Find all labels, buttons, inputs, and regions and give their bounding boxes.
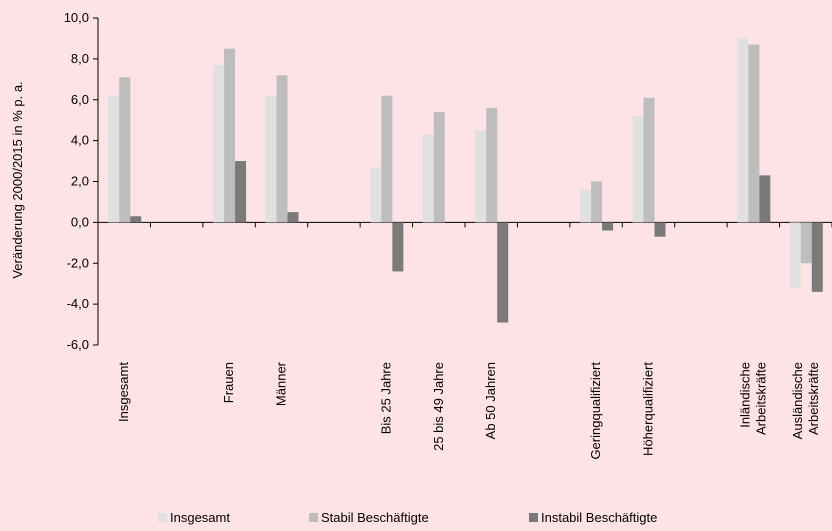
bar xyxy=(287,212,299,223)
category-label: Arbeitskräfte xyxy=(806,362,821,435)
axes: -6,0 -4,0 -2,0 0,0 2,0 4,0 6,0 8,0 10,0 xyxy=(64,10,832,352)
category-label: 25 bis 49 Jahre xyxy=(431,362,446,451)
bar xyxy=(224,48,236,223)
category-label: Männer xyxy=(274,361,289,406)
bar xyxy=(591,181,603,223)
y-tick-label: 2,0 xyxy=(71,174,89,189)
y-tick-label: 6,0 xyxy=(71,92,89,107)
y-tick-label: 0,0 xyxy=(71,214,89,229)
legend-label: Instabil Beschäftigte xyxy=(541,510,657,525)
y-tick-label: 8,0 xyxy=(71,51,89,66)
category-label: Ab 50 Jahren xyxy=(483,362,498,439)
bar xyxy=(759,175,771,223)
bar xyxy=(602,222,614,231)
y-tick-label: -6,0 xyxy=(67,337,89,352)
bars xyxy=(108,38,823,323)
bar xyxy=(800,222,812,264)
y-tick-label: 10,0 xyxy=(64,10,89,25)
bar xyxy=(422,134,434,223)
legend-label: Stabil Beschäftigte xyxy=(321,510,429,525)
bar xyxy=(654,222,666,237)
bar xyxy=(276,75,288,223)
y-tick-label: -2,0 xyxy=(67,255,89,270)
bar xyxy=(119,77,131,223)
bar xyxy=(108,95,120,223)
bar xyxy=(580,189,592,223)
bar xyxy=(130,216,142,223)
category-label: Inländische xyxy=(737,362,752,428)
y-axis-title: Veränderung 2000/2015 in % p. a. xyxy=(10,81,25,278)
bar xyxy=(748,44,760,223)
legend-swatch xyxy=(158,513,167,522)
bar xyxy=(235,161,247,223)
bar xyxy=(381,95,393,223)
bar xyxy=(392,222,404,272)
bar xyxy=(433,112,445,223)
bar xyxy=(789,222,801,288)
y-tick-label: 4,0 xyxy=(71,133,89,148)
category-label: Frauen xyxy=(221,362,236,403)
category-label: Höherqualifiziert xyxy=(641,362,656,456)
legend-swatch xyxy=(529,513,538,522)
bar xyxy=(486,107,498,223)
category-label: Ausländische xyxy=(790,362,805,439)
bar xyxy=(475,130,487,223)
y-tick-label: -4,0 xyxy=(67,296,89,311)
bar xyxy=(265,95,277,223)
bar xyxy=(643,97,655,223)
labels: Insgesamt Frauen Männer Bis 25 Jahre 25 bis … xyxy=(116,361,821,459)
category-label: Insgesamt xyxy=(116,362,131,422)
legend-swatch xyxy=(309,513,318,522)
bar xyxy=(213,65,225,223)
category-label: Bis 25 Jahre xyxy=(378,362,393,434)
bar xyxy=(497,222,509,323)
legend-label: Insgesamt xyxy=(170,510,230,525)
bar xyxy=(811,222,823,292)
bar xyxy=(632,116,644,223)
legend: Insgesamt Stabil Beschäftigte Instabil Bes… xyxy=(158,510,657,525)
category-label: Geringqualifiziert xyxy=(588,362,603,460)
bar xyxy=(370,167,382,223)
bar xyxy=(737,38,749,223)
category-label: Arbeitskräfte xyxy=(753,362,768,435)
